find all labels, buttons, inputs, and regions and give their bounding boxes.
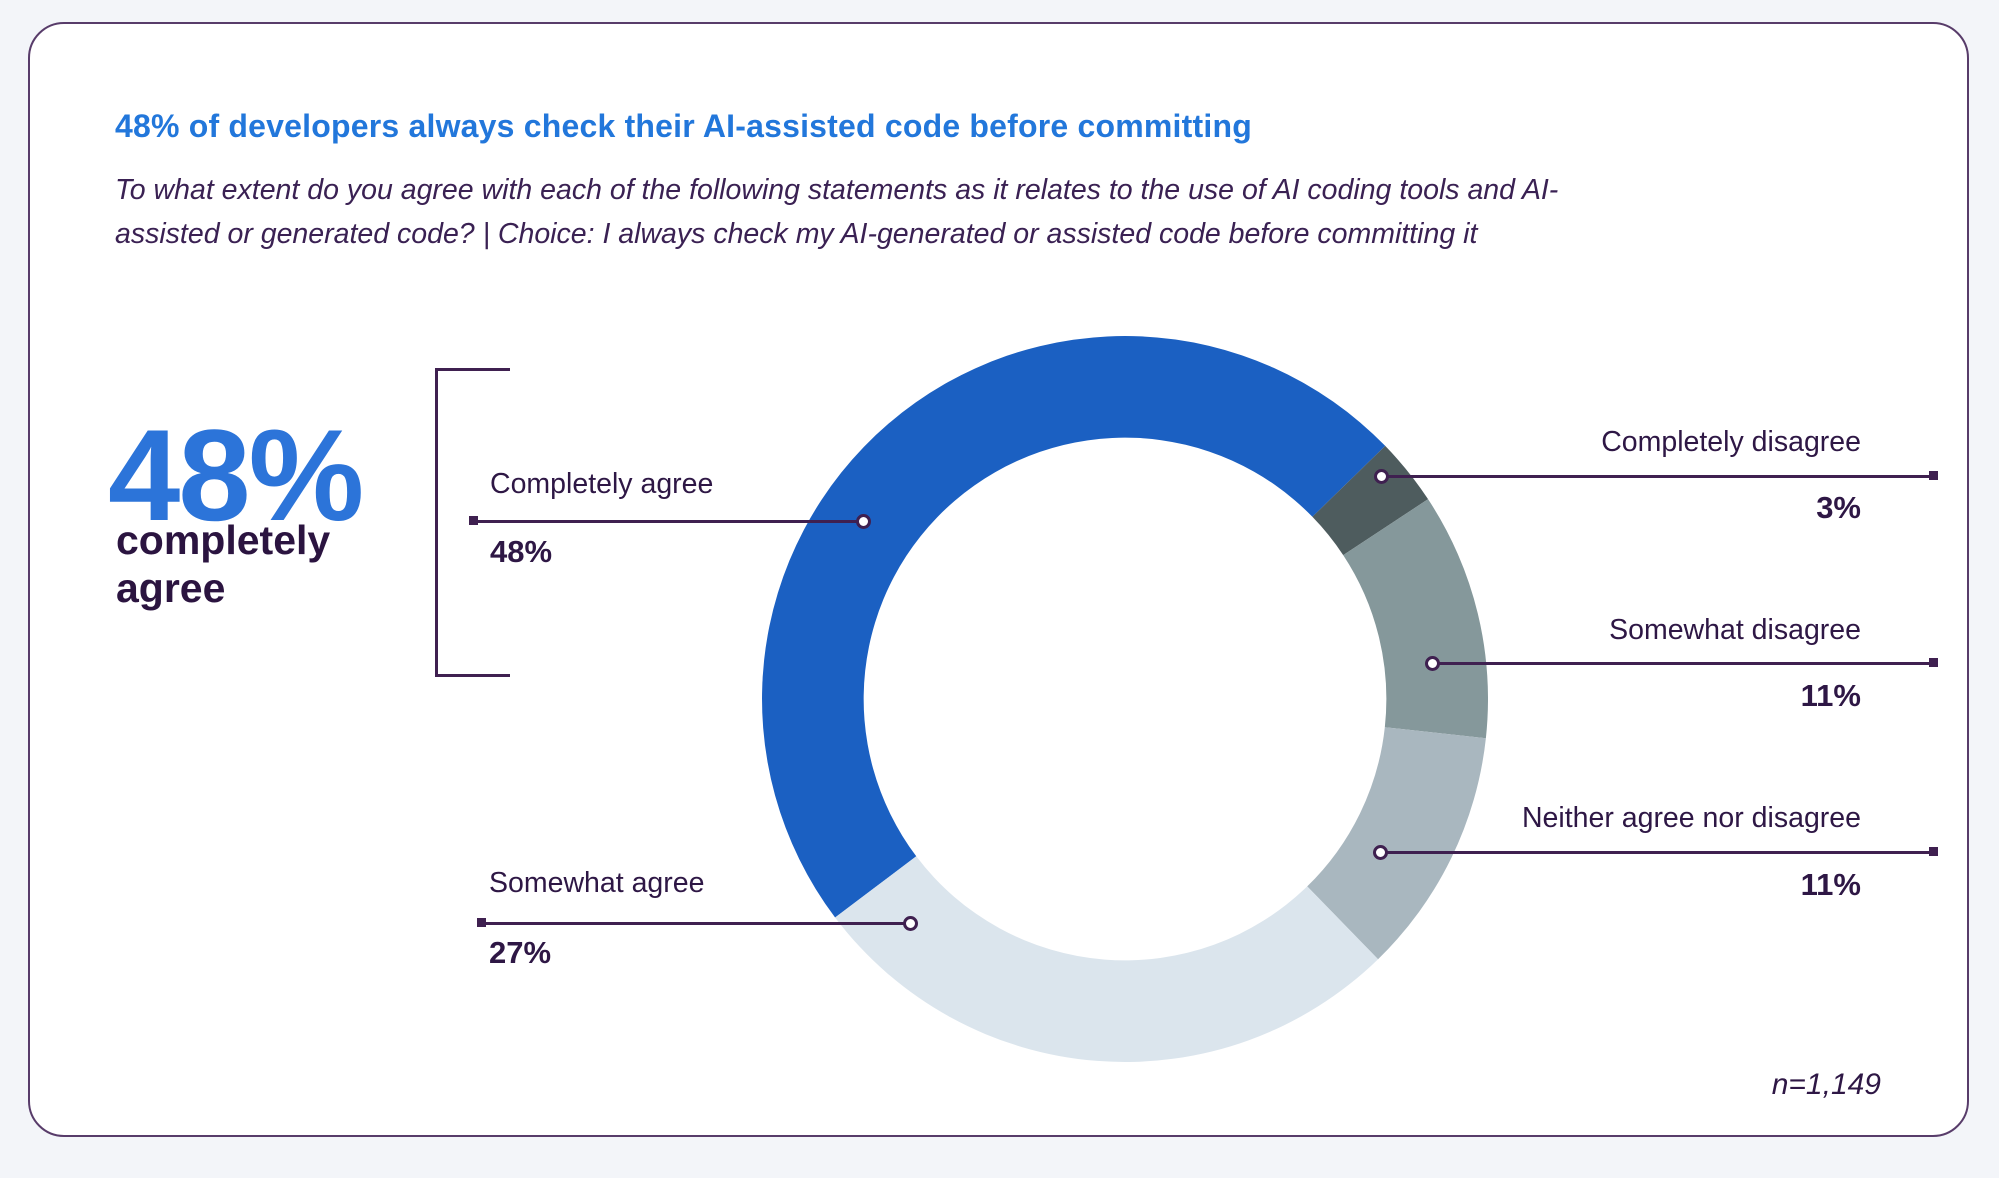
callout-label-somewhat-disagree: Somewhat disagree <box>1609 614 1861 646</box>
leader-line-completely-agree <box>473 520 863 523</box>
survey-question-subtitle: To what extent do you agree with each of… <box>115 168 1558 256</box>
callout-label-completely-agree: Completely agree <box>490 468 714 500</box>
chart-card: 48% of developers always check their AI-… <box>28 22 1969 1137</box>
donut-segment-somewhat-agree <box>835 856 1379 1062</box>
callout-label-completely-disagree: Completely disagree <box>1601 426 1861 458</box>
circle-marker-completely-agree <box>856 514 871 529</box>
leader-line-neither-agree-nor-disagree <box>1380 851 1935 854</box>
subtitle-line-2: assisted or generated code? | Choice: I … <box>115 218 1478 250</box>
callout-value-completely-disagree: 3% <box>1816 490 1861 525</box>
circle-marker-neither-agree-nor-disagree <box>1373 845 1388 860</box>
callout-value-somewhat-disagree: 11% <box>1800 678 1861 713</box>
circle-marker-somewhat-disagree <box>1425 656 1440 671</box>
callout-value-completely-agree: 48% <box>490 534 553 569</box>
leader-line-completely-disagree <box>1381 475 1935 478</box>
bracket-shape <box>435 368 510 677</box>
circle-marker-completely-disagree <box>1374 469 1389 484</box>
page-title: 48% of developers always check their AI-… <box>115 108 1252 144</box>
donut-segment-neither-agree-nor-disagree <box>1307 727 1486 960</box>
donut-chart <box>762 336 1489 1062</box>
square-marker-somewhat-agree <box>477 918 486 927</box>
sample-size-label: n=1,149 <box>1771 1068 1881 1101</box>
circle-marker-somewhat-agree <box>903 916 918 931</box>
square-marker-completely-disagree <box>1929 471 1938 480</box>
donut-segment-completely-agree <box>762 336 1386 918</box>
highlight-caption: completely agree <box>116 516 330 612</box>
donut-segment-somewhat-disagree <box>1343 499 1489 739</box>
callout-label-neither-agree-nor-disagree: Neither agree nor disagree <box>1521 802 1861 834</box>
square-marker-somewhat-disagree <box>1929 658 1938 667</box>
donut-segment-completely-disagree <box>1312 445 1429 556</box>
callout-label-somewhat-agree: Somewhat agree <box>489 867 705 899</box>
callout-value-neither-agree-nor-disagree: 11% <box>1800 867 1861 902</box>
callout-value-somewhat-agree: 27% <box>489 935 552 970</box>
leader-line-somewhat-agree <box>481 922 910 925</box>
subtitle-line-1: To what extent do you agree with each of… <box>115 174 1559 206</box>
square-marker-neither-agree-nor-disagree <box>1929 847 1938 856</box>
leader-line-somewhat-disagree <box>1432 662 1935 665</box>
highlight-value: 48% <box>108 402 364 548</box>
square-marker-completely-agree <box>469 516 478 525</box>
donut-svg <box>762 336 1489 1062</box>
highlight-caption-line-1: completely <box>116 517 331 563</box>
highlight-caption-line-2: agree <box>116 565 226 611</box>
